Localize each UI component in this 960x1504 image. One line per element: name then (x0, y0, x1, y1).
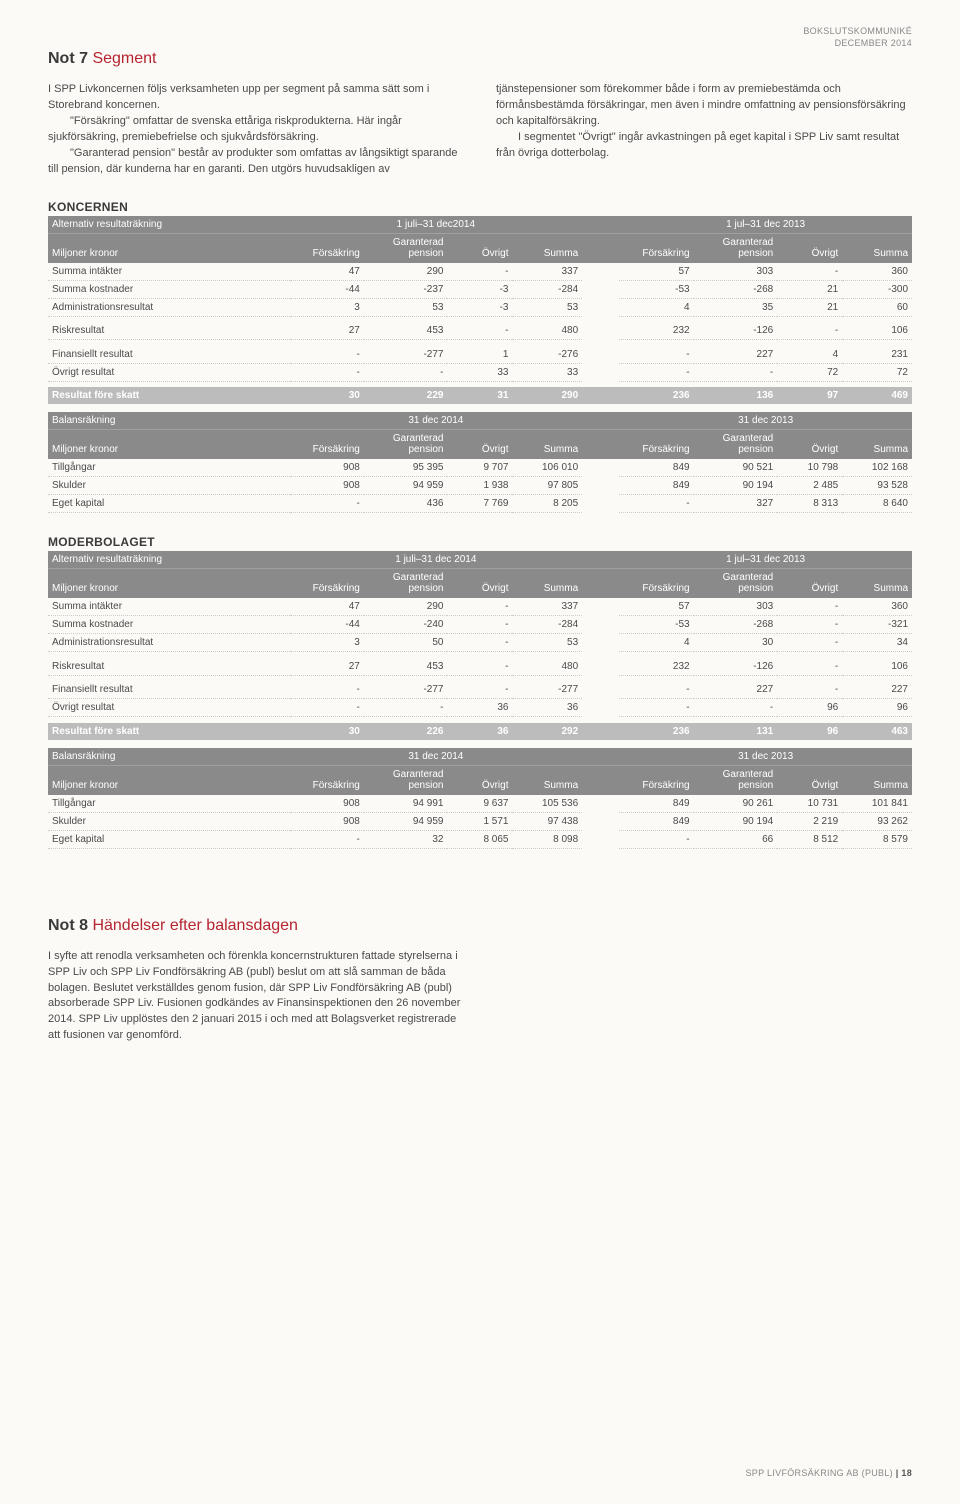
note7-body: I SPP Livkoncernen följs verksamheten up… (48, 82, 912, 178)
note7-title: Segment (92, 50, 156, 67)
table-row: Resultat före skatt302293129023613697469 (48, 387, 912, 404)
section-moderbolaget: MODERBOLAGET (48, 535, 912, 549)
note8-title: Händelser efter balansdagen (92, 917, 297, 934)
table-row: Resultat före skatt302263629223613196463 (48, 723, 912, 740)
koncernen-balans-table: Balansräkning31 dec 201431 dec 2013 Milj… (48, 412, 912, 513)
note7-num: Not 7 (48, 50, 88, 67)
table-row: Summa intäkter47290-33757303-360 (48, 263, 912, 281)
moderbolaget-resultat-table: Alternativ resultaträkning1 juli–31 dec … (48, 551, 912, 740)
page-header: BOKSLUTSKOMMUNIKÉ DECEMBER 2014 (803, 26, 912, 49)
table-row: Summa intäkter47290-33757303-360 (48, 598, 912, 616)
table-row: Finansiellt resultat--277--277-227-227 (48, 681, 912, 699)
note8-body: I syfte att renodla verksamheten och för… (48, 949, 463, 1045)
table-row: Skulder90894 9591 93897 80584990 1942 48… (48, 477, 912, 495)
moderbolaget-balans-table: Balansräkning31 dec 201431 dec 2013 Milj… (48, 748, 912, 849)
table-row: Skulder90894 9591 57197 43884990 1942 21… (48, 812, 912, 830)
section-koncernen: KONCERNEN (48, 200, 912, 214)
table-row: Finansiellt resultat--2771-276-2274231 (48, 346, 912, 364)
table-row: Eget kapital-4367 7698 205-3278 3138 640 (48, 495, 912, 513)
header-line2: DECEMBER 2014 (835, 38, 912, 48)
table-row: Administrationsresultat350-53430-34 (48, 634, 912, 652)
note7-heading: Not 7 Segment (48, 50, 912, 68)
table-row: Övrigt resultat--3636--9696 (48, 699, 912, 717)
table-row: Summa kostnader-44-240--284-53-268--321 (48, 616, 912, 634)
table-row: Eget kapital-328 0658 098-668 5128 579 (48, 830, 912, 848)
table-row: Riskresultat27453-480232-126-106 (48, 658, 912, 676)
table-row: Administrationsresultat353-3534352160 (48, 298, 912, 316)
table-row: Riskresultat27453-480232-126-106 (48, 322, 912, 340)
koncernen-resultat-table: Alternativ resultaträkning1 juli–31 dec2… (48, 216, 912, 405)
table-row: Tillgångar90895 3959 707106 01084990 521… (48, 459, 912, 477)
note8-heading: Not 8 Händelser efter balansdagen (48, 917, 912, 935)
note8-num: Not 8 (48, 917, 88, 934)
table-row: Tillgångar90894 9919 637105 53684990 261… (48, 795, 912, 813)
table-row: Övrigt resultat--3333--7272 (48, 363, 912, 381)
table-row: Summa kostnader-44-237-3-284-53-26821-30… (48, 280, 912, 298)
page-footer: SPP LIVFÖRSÄKRING AB (PUBL) | 18 (745, 1468, 912, 1478)
header-line1: BOKSLUTSKOMMUNIKÉ (803, 26, 912, 36)
